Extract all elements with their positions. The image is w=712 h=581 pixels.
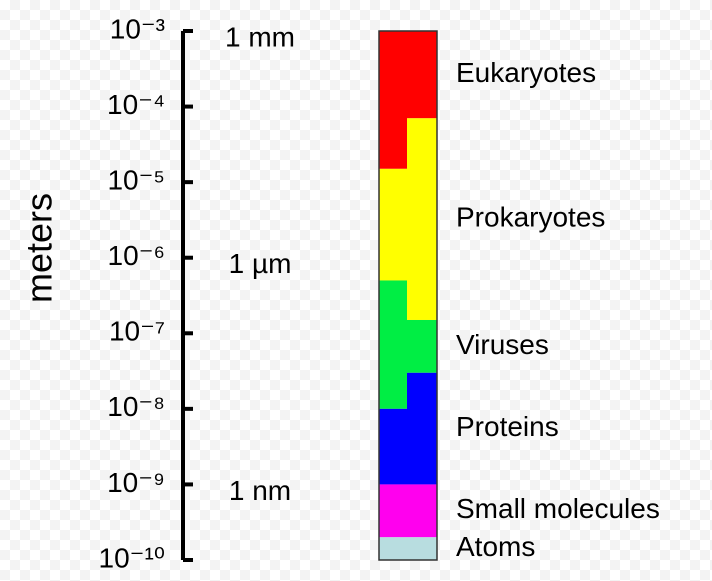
y-tick-label: 10⁻³ — [110, 13, 165, 44]
scale-annotation: 1 mm — [225, 21, 295, 52]
range-bar — [407, 31, 437, 119]
range-bar — [407, 118, 437, 320]
y-tick-label: 10⁻⁴ — [107, 89, 165, 120]
y-tick-label: 10⁻⁵ — [107, 165, 165, 196]
range-bar — [407, 372, 437, 485]
range-bar — [379, 280, 407, 409]
bar-outline — [378, 30, 438, 561]
range-bar — [407, 319, 437, 373]
y-tick-label: 10⁻¹⁰ — [99, 542, 165, 573]
category-label: Atoms — [456, 531, 535, 562]
range-bar — [407, 537, 437, 560]
category-label: Eukaryotes — [456, 57, 596, 88]
scale-annotation: 1 nm — [229, 475, 291, 506]
range-bar — [407, 484, 437, 538]
y-tick-label: 10⁻⁹ — [107, 467, 165, 498]
y-tick-label: 10⁻⁸ — [107, 391, 165, 422]
category-label: Viruses — [456, 329, 549, 360]
range-bar — [379, 408, 407, 485]
range-bar — [379, 484, 407, 538]
y-axis-label: meters — [19, 193, 60, 303]
category-label: Small molecules — [456, 493, 660, 524]
category-label: Proteins — [456, 411, 559, 442]
range-bar — [379, 537, 407, 560]
category-label: Prokaryotes — [456, 202, 605, 233]
scale-annotation: 1 µm — [229, 248, 292, 279]
y-tick-label: 10⁻⁷ — [109, 316, 165, 347]
range-bar — [379, 31, 407, 169]
range-bar — [379, 168, 407, 281]
y-tick-label: 10⁻⁶ — [108, 240, 165, 271]
